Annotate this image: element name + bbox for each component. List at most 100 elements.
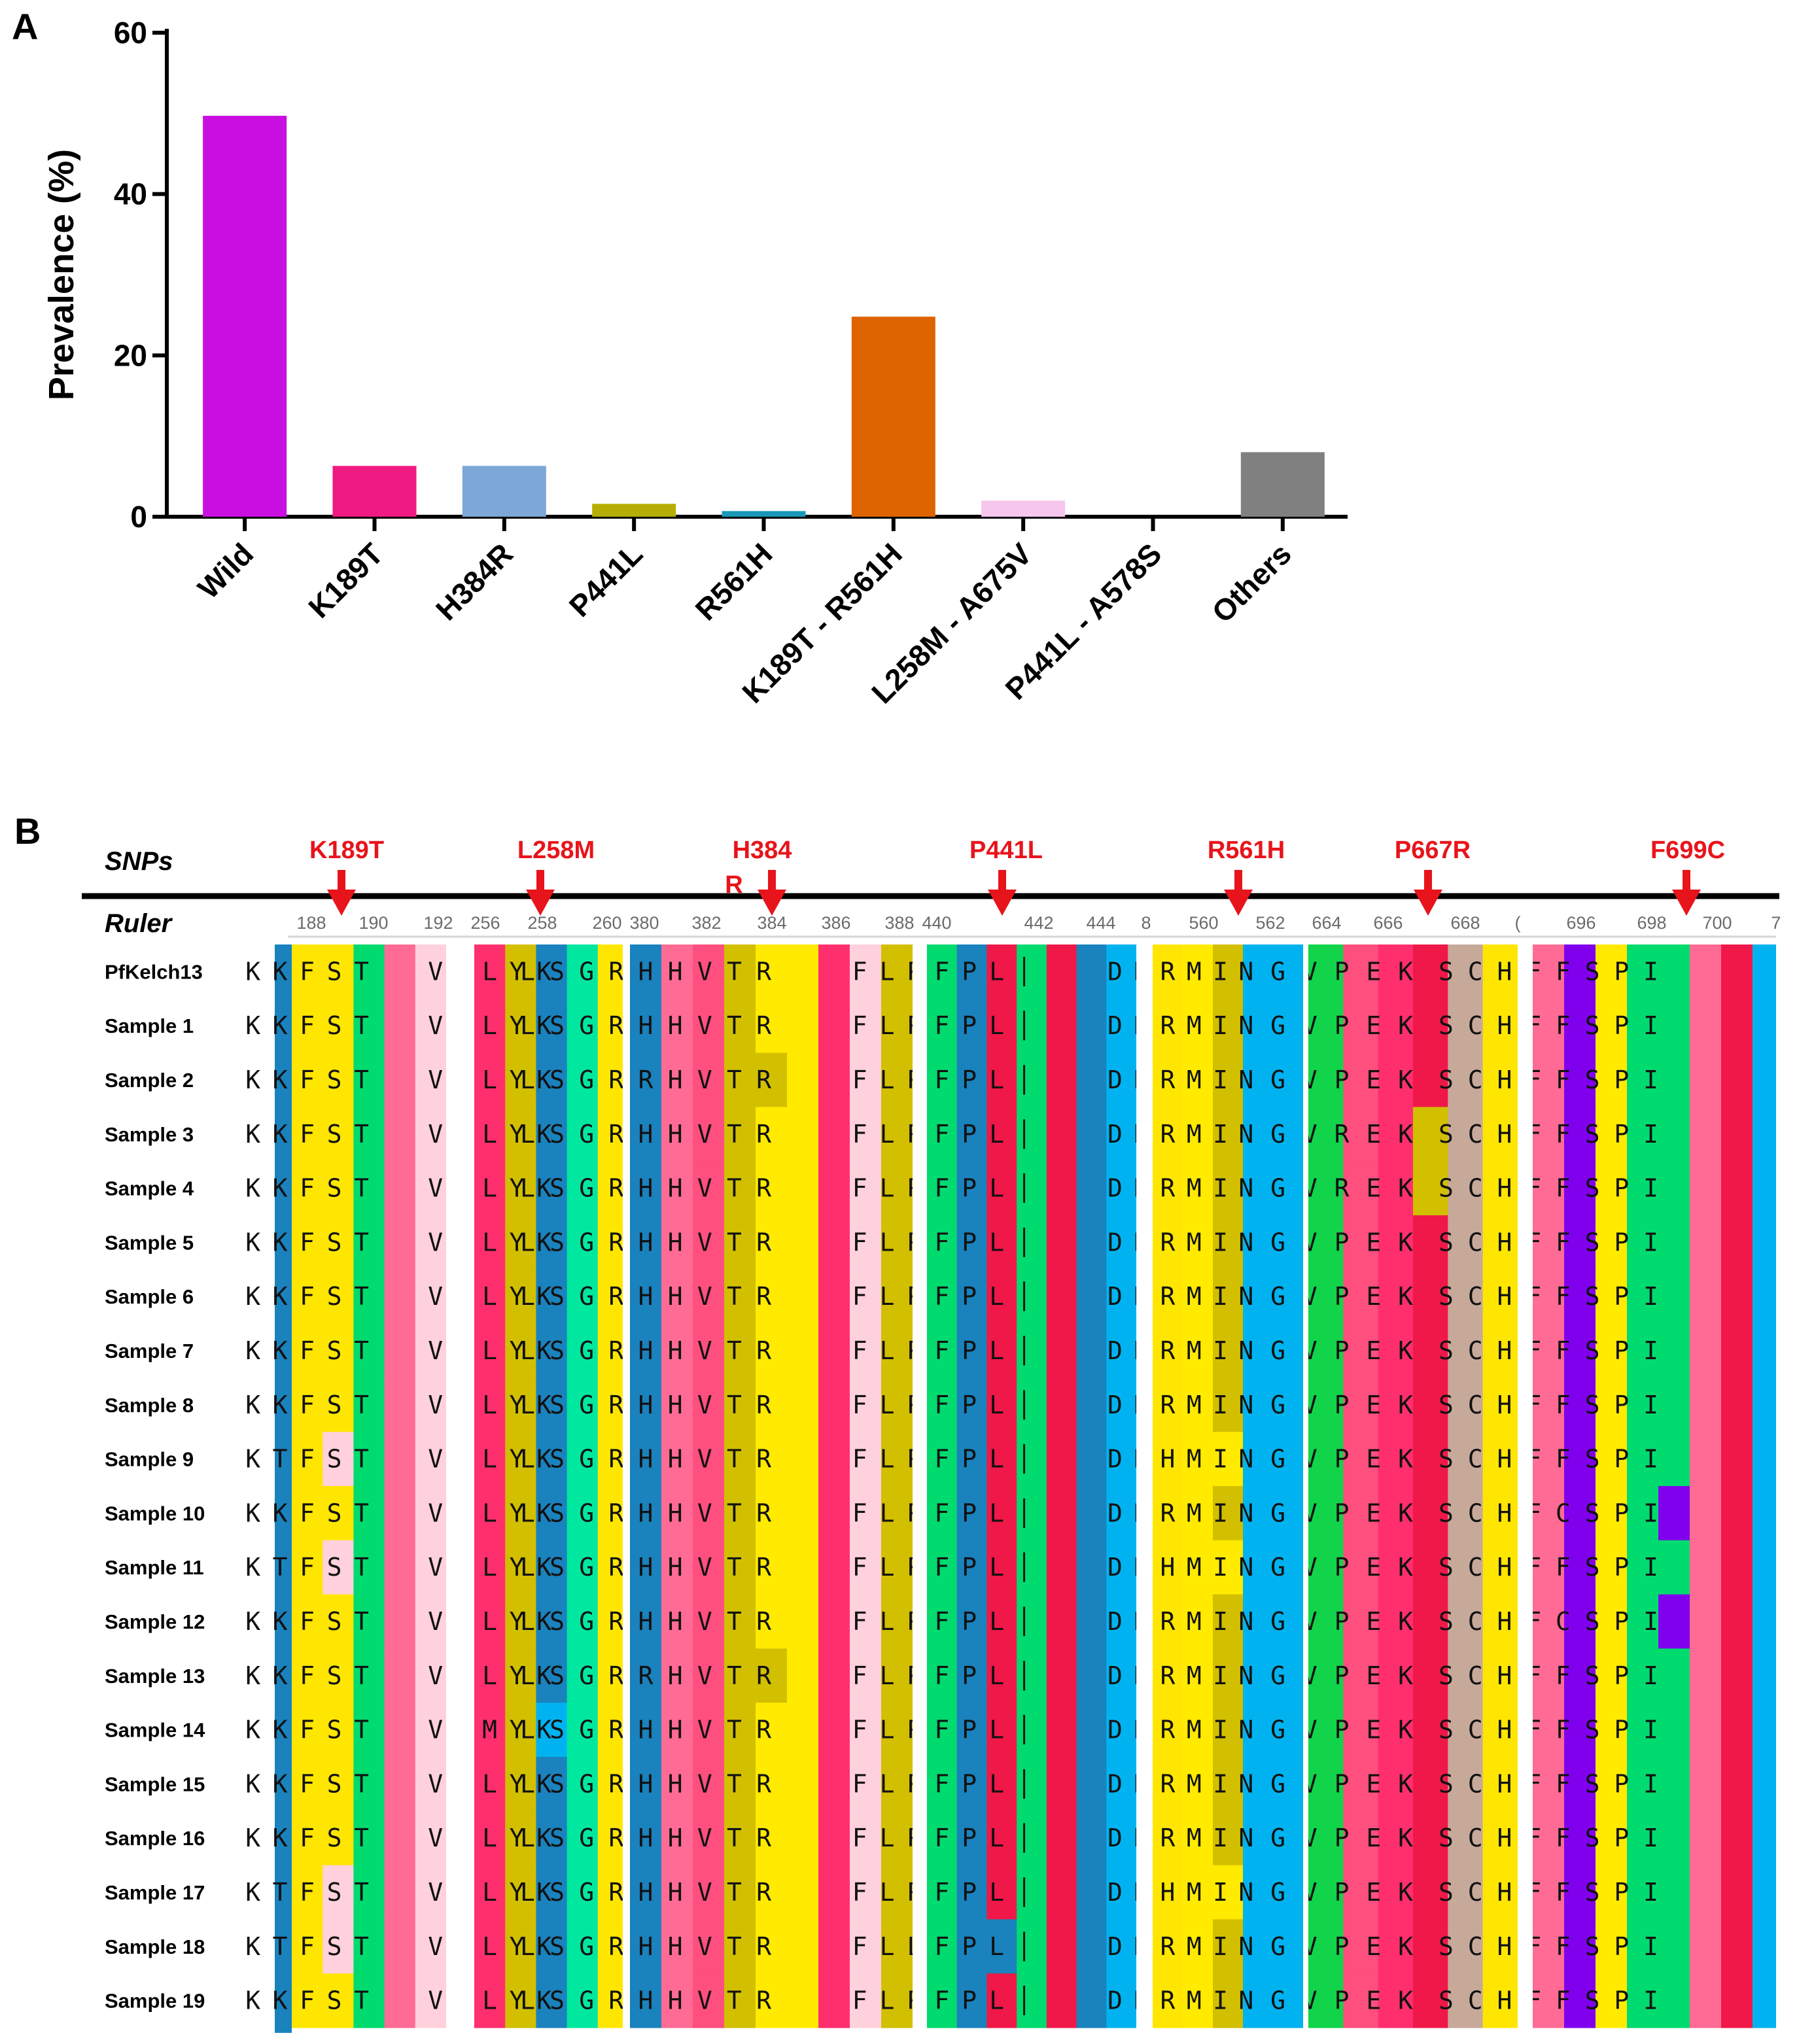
residue-cell bbox=[1106, 1703, 1137, 1758]
block-gap bbox=[1136, 938, 1153, 2034]
residue-cell bbox=[1273, 1648, 1304, 1703]
residue-cell bbox=[1721, 1486, 1753, 1541]
residue-cell bbox=[956, 1215, 988, 1270]
residue-cell bbox=[536, 1973, 568, 2028]
residue-cell bbox=[474, 1540, 506, 1595]
residue-cell bbox=[927, 1865, 958, 1920]
bar-k189t-r561h bbox=[851, 317, 935, 517]
residue-cell bbox=[323, 1865, 354, 1920]
residue-cell bbox=[1046, 1648, 1077, 1703]
sequence-segment: LSGRHHVTR bbox=[520, 957, 771, 986]
residue-cell bbox=[1413, 1269, 1448, 1325]
residue-cell bbox=[1046, 1486, 1077, 1541]
residue-cell bbox=[818, 1486, 850, 1541]
residue-cell bbox=[1153, 998, 1183, 1054]
residue-cell bbox=[1721, 1757, 1753, 1812]
residue-cell bbox=[1213, 1648, 1244, 1703]
residue-cell bbox=[1596, 1432, 1628, 1487]
residue-cell bbox=[1690, 1757, 1722, 1812]
residue-cell bbox=[1448, 998, 1484, 1054]
residue-cell bbox=[536, 1052, 568, 1107]
residue-cell bbox=[927, 944, 958, 999]
residue-cell bbox=[1596, 1323, 1628, 1378]
residue-cell bbox=[927, 1486, 958, 1541]
block-gap bbox=[1518, 938, 1533, 2034]
residue-cell bbox=[1343, 998, 1379, 1054]
residue-cell bbox=[1243, 1486, 1274, 1541]
residue-cell bbox=[756, 1540, 788, 1595]
residue-cell bbox=[881, 1973, 913, 2028]
residue-cell bbox=[1017, 1703, 1047, 1758]
residue-cell bbox=[1106, 1486, 1137, 1541]
ruler-number: 696 bbox=[1566, 913, 1596, 933]
residue-cell bbox=[1533, 1432, 1565, 1487]
residue-cell bbox=[1017, 1919, 1047, 1974]
right-edge bbox=[1776, 938, 1797, 2034]
residue-cell bbox=[693, 944, 725, 999]
residue-cell bbox=[850, 1432, 882, 1487]
residue-cell bbox=[756, 1486, 788, 1541]
residue-cell bbox=[536, 1648, 568, 1703]
residue-cell bbox=[1413, 1323, 1448, 1378]
residue-cell bbox=[881, 1594, 913, 1649]
residue-cell bbox=[505, 1865, 536, 1920]
residue-cell bbox=[1017, 1594, 1047, 1649]
residue-cell bbox=[693, 998, 725, 1054]
residue-cell bbox=[1378, 944, 1414, 999]
residue-cell bbox=[353, 1107, 385, 1162]
residue-cell bbox=[1482, 1810, 1518, 1866]
residue-cell bbox=[1076, 1594, 1107, 1649]
residue-cell bbox=[292, 1703, 323, 1758]
residue-cell bbox=[850, 1486, 882, 1541]
residue-cell bbox=[1482, 1594, 1518, 1649]
residue-cell bbox=[1076, 1648, 1107, 1703]
snp-arrow-head bbox=[1672, 890, 1701, 916]
residue-cell bbox=[567, 1973, 599, 2028]
residue-cell bbox=[1017, 1323, 1047, 1378]
residue-cell bbox=[1533, 1215, 1565, 1270]
residue-cell bbox=[1343, 1215, 1379, 1270]
residue-cell bbox=[567, 1052, 599, 1107]
residue-cell bbox=[756, 1594, 788, 1649]
sequence-segment: FLPFPL│ bbox=[852, 1823, 1032, 1853]
residue-cell bbox=[1243, 1052, 1274, 1107]
residue-cell bbox=[1308, 1973, 1344, 2028]
residue-cell bbox=[1690, 1052, 1722, 1107]
residue-cell bbox=[1378, 1377, 1414, 1432]
residue-cell bbox=[1627, 1432, 1659, 1487]
residue-cell bbox=[505, 1323, 536, 1378]
residue-cell bbox=[787, 1215, 819, 1270]
residue-cell bbox=[1658, 1594, 1690, 1649]
residue-cell bbox=[1533, 1865, 1565, 1920]
residue-cell bbox=[1183, 1865, 1213, 1920]
residue-cell bbox=[986, 1865, 1017, 1920]
residue-cell bbox=[353, 1269, 385, 1325]
residue-cell bbox=[415, 1052, 447, 1107]
residue-cell bbox=[881, 1703, 913, 1758]
residue-cell bbox=[1183, 1757, 1213, 1812]
residue-cell bbox=[1213, 1594, 1244, 1649]
ruler-number: 258 bbox=[527, 913, 557, 933]
residue-cell bbox=[661, 1486, 693, 1541]
residue-cell bbox=[986, 1215, 1017, 1270]
residue-cell bbox=[536, 1323, 568, 1378]
residue-cell bbox=[1076, 1703, 1107, 1758]
residue-cell bbox=[536, 1269, 568, 1325]
residue-cell bbox=[630, 1594, 662, 1649]
residue-cell bbox=[881, 1377, 913, 1432]
residue-cell bbox=[1153, 1432, 1183, 1487]
residue-cell bbox=[787, 1269, 819, 1325]
residue-cell bbox=[1076, 1161, 1107, 1216]
row-label: Sample 2 bbox=[105, 1069, 194, 1092]
ruler-number: 560 bbox=[1189, 913, 1218, 933]
residue-cell bbox=[323, 1107, 354, 1162]
residue-cell bbox=[1627, 1865, 1659, 1920]
residue-cell bbox=[1046, 1703, 1077, 1758]
residue-cell bbox=[956, 1703, 988, 1758]
residue-cell bbox=[1153, 1757, 1183, 1812]
residue-cell bbox=[1273, 1215, 1304, 1270]
residue-cell bbox=[415, 1757, 447, 1812]
residue-cell bbox=[1448, 1107, 1484, 1162]
residue-cell bbox=[474, 1269, 506, 1325]
